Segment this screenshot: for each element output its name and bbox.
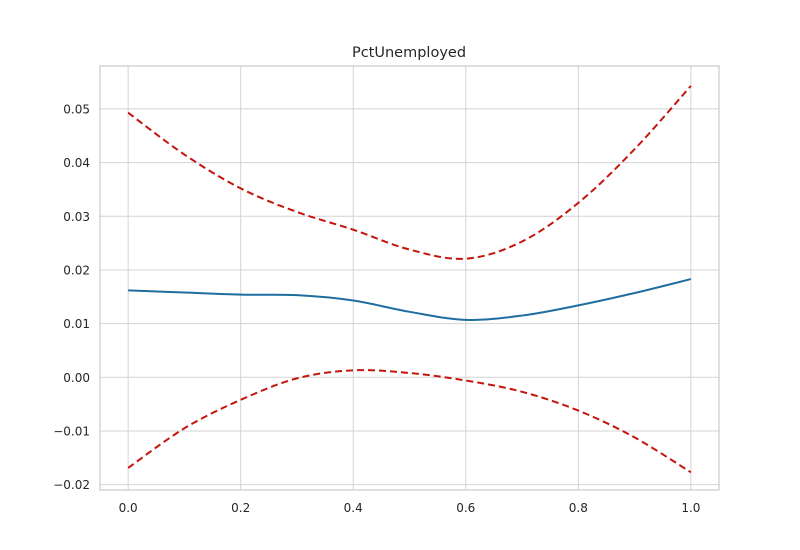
y-tick-label: 0.03 xyxy=(63,210,90,224)
lower-bound-line xyxy=(127,369,692,474)
y-tick-label: −0.01 xyxy=(53,424,90,438)
x-tick-label: 0.6 xyxy=(456,501,475,515)
y-tick-label: 0.00 xyxy=(63,371,90,385)
mean-line xyxy=(128,278,692,321)
series-group xyxy=(127,85,692,474)
upper-bound-line xyxy=(127,85,692,260)
chart-title: PctUnemployed xyxy=(352,45,466,61)
grid xyxy=(100,66,719,490)
x-tick-label: 0.0 xyxy=(119,501,138,515)
y-tick-label: −0.02 xyxy=(53,478,90,492)
plot-area xyxy=(99,65,720,491)
x-tick-label: 0.8 xyxy=(569,501,588,515)
x-tick-label: 0.4 xyxy=(344,501,363,515)
x-tick-label: 1.0 xyxy=(681,501,700,515)
x-axis-ticks: 0.0 0.2 0.4 0.6 0.8 1.0 xyxy=(119,501,701,515)
x-tick-label: 0.2 xyxy=(231,501,250,515)
y-axis-ticks: −0.02 −0.01 0.00 0.01 0.02 0.03 0.04 0.05 xyxy=(53,102,90,492)
y-tick-label: 0.01 xyxy=(63,317,90,331)
y-tick-label: 0.04 xyxy=(63,156,90,170)
y-tick-label: 0.05 xyxy=(63,102,90,116)
axes-frame xyxy=(99,65,720,491)
y-tick-label: 0.02 xyxy=(63,263,90,277)
